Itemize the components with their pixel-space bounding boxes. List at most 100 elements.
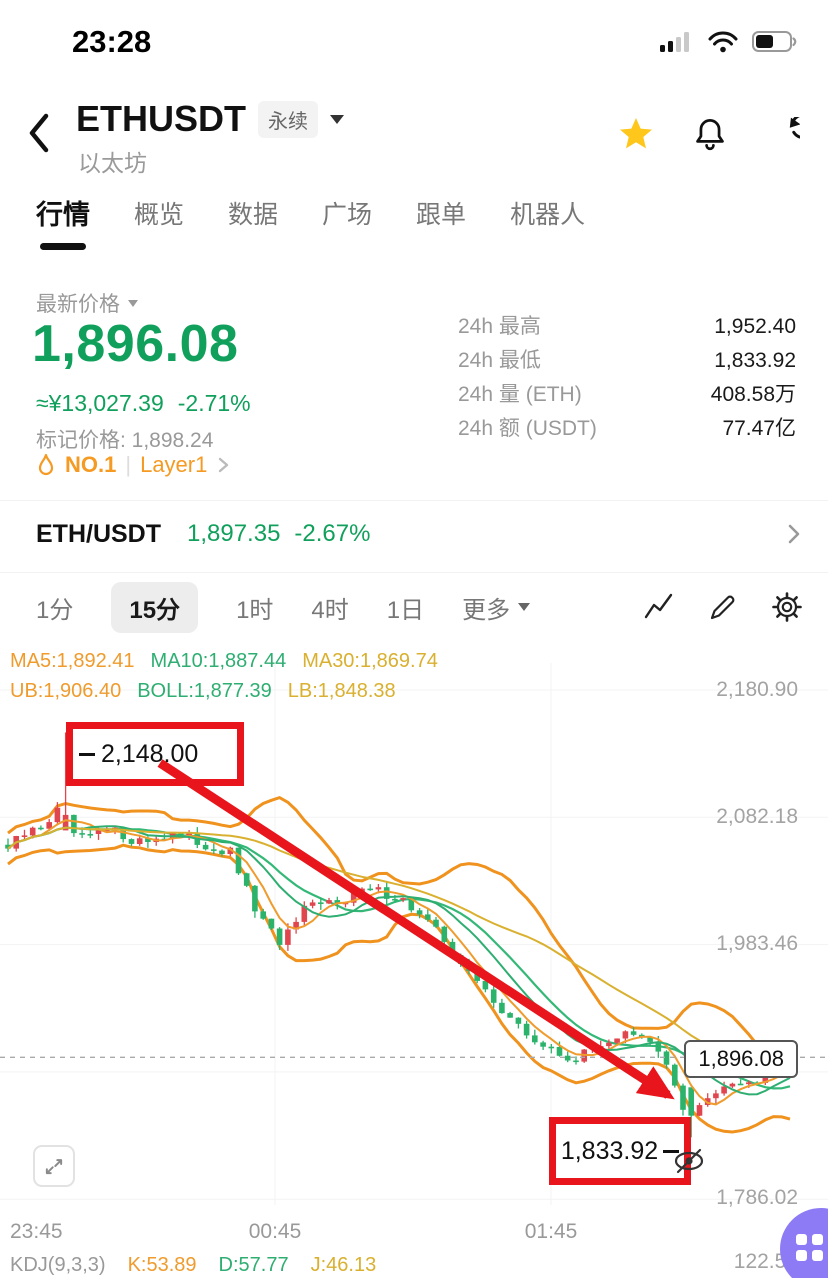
contract-type-badge[interactable]: 永续: [258, 100, 318, 138]
x-axis-label: 01:45: [524, 1220, 578, 1243]
stat-value: 1,952.40: [714, 315, 796, 338]
spot-pair-row[interactable]: ETH/USDT 1,897.35 -2.67%: [36, 508, 802, 560]
status-icons: [660, 30, 798, 53]
annotation-high-value: 2,148.00: [101, 739, 199, 768]
kdj-k-value: K:53.89: [127, 1254, 197, 1276]
spot-price: 1,897.35: [187, 520, 281, 547]
divider: [0, 500, 828, 501]
battery-icon: [752, 31, 797, 52]
latest-price-label: 最新价格: [36, 293, 120, 316]
boll-ub-value: UB:1,906.40: [10, 680, 122, 702]
stat-label: 24h 最低: [458, 349, 541, 372]
rank-badge: NO.1: [65, 452, 117, 477]
status-time: 23:28: [72, 24, 152, 59]
stat-value: 408.58万: [710, 383, 796, 406]
x-axis-label: 23:45: [10, 1220, 63, 1243]
kdj-label: KDJ(9,3,3): [10, 1254, 106, 1276]
flame-icon: [38, 453, 54, 475]
draw-pencil-icon[interactable]: [708, 592, 738, 622]
spot-pair: ETH/USDT: [36, 519, 161, 548]
floating-service-button[interactable]: [780, 1208, 828, 1278]
timeframe-more-label: 更多: [462, 596, 511, 624]
annotation-low-box: 1,833.92: [549, 1117, 691, 1185]
mark-price: 标记价格: 1,898.24: [36, 429, 214, 452]
stat-label: 24h 量 (ETH): [458, 383, 582, 406]
indicator-icon[interactable]: [644, 592, 674, 622]
back-button[interactable]: [26, 112, 56, 156]
current-price-tag: 1,896.08: [684, 1040, 798, 1078]
y-axis-label: 2,180.90: [716, 678, 798, 701]
header-actions: [618, 116, 800, 152]
rank-category-badge[interactable]: NO.1 | Layer1: [36, 452, 230, 478]
wifi-icon: [708, 31, 738, 53]
tab-square[interactable]: 广场: [322, 201, 373, 229]
kdj-j-value: J:46.13: [310, 1254, 377, 1276]
stat-row-volume: 24h 量 (ETH) 408.58万: [458, 382, 796, 407]
pointer-tick: [79, 752, 95, 756]
pointer-tick: [663, 1149, 680, 1153]
latest-price-dropdown[interactable]: 最新价格: [36, 288, 138, 318]
stat-value: 1,833.92: [714, 349, 796, 372]
symbol-subtitle: 以太坊: [78, 150, 147, 176]
ma30-value: MA30:1,869.74: [302, 650, 438, 672]
kdj-d-value: D:57.77: [218, 1254, 289, 1276]
timeframe-15m[interactable]: 15分: [111, 581, 199, 633]
chevron-right-icon: [219, 457, 229, 473]
stat-label: 24h 额 (USDT): [458, 417, 597, 440]
fiat-price-row: ≈¥13,027.39 -2.71%: [36, 390, 251, 417]
divider: [0, 572, 828, 573]
boll-lb-value: LB:1,848.38: [287, 680, 396, 702]
eye-off-icon: [674, 1148, 704, 1174]
notification-bell-icon[interactable]: [694, 117, 726, 151]
cellular-signal-icon: [660, 32, 689, 52]
settings-gear-icon[interactable]: [772, 592, 802, 622]
boll-indicator-values: UB:1,906.40 BOLL:1,877.39 LB:1,848.38: [10, 680, 396, 703]
timeframe-1d[interactable]: 1日: [386, 596, 425, 624]
stat-value: 77.47亿: [722, 417, 796, 440]
fiat-value: ≈¥13,027.39: [36, 390, 164, 416]
hide-annotation-button[interactable]: [672, 1146, 706, 1181]
stat-row-high: 24h 最高 1,952.40: [458, 314, 796, 339]
contract-dropdown-icon[interactable]: [330, 114, 344, 124]
ma10-value: MA10:1,887.44: [150, 650, 287, 672]
stats-24h: 24h 最高 1,952.40 24h 最低 1,833.92 24h 量 (E…: [458, 314, 796, 450]
price-change-24h: -2.71%: [177, 390, 251, 416]
refresh-share-icon[interactable]: [766, 117, 800, 151]
last-price: 1,896.08: [32, 315, 239, 373]
chart-tools: [644, 592, 802, 622]
nav-tabs: 行情 概览 数据 广场 跟单 机器人: [36, 198, 585, 250]
back-chevron-icon: [29, 113, 49, 153]
chevron-down-icon: [128, 299, 138, 307]
stat-label: 24h 最高: [458, 315, 541, 338]
timeframe-1h[interactable]: 1时: [236, 596, 274, 624]
symbol-title-row: ETHUSDT 永续: [76, 96, 344, 142]
stat-row-turnover: 24h 额 (USDT) 77.47亿: [458, 416, 796, 441]
y-axis-label: 2,082.18: [716, 805, 798, 828]
annotation-low-value: 1,833.92: [560, 1136, 659, 1165]
boll-mid-value: BOLL:1,877.39: [137, 680, 272, 702]
tab-market[interactable]: 行情: [36, 198, 90, 250]
timeframe-more[interactable]: 更多: [462, 590, 531, 625]
timeframe-4h[interactable]: 4时: [311, 596, 349, 624]
page-title: ETHUSDT: [76, 98, 246, 139]
y-axis-label: 1,786.02: [716, 1186, 798, 1209]
annotation-high-box: 2,148.00: [66, 722, 244, 786]
category-badge: Layer1: [140, 452, 208, 477]
ma5-value: MA5:1,892.41: [10, 650, 135, 672]
tab-overview[interactable]: 概览: [134, 201, 185, 229]
tab-bots[interactable]: 机器人: [510, 201, 586, 229]
ma-indicator-values: MA5:1,892.41 MA10:1,887.44 MA30:1,869.74: [10, 650, 438, 673]
fullscreen-button[interactable]: [33, 1145, 75, 1187]
chevron-down-icon: [518, 603, 531, 611]
tab-copy-trading[interactable]: 跟单: [416, 201, 467, 229]
kdj-indicator-row[interactable]: KDJ(9,3,3) K:53.89 D:57.77 J:46.13: [10, 1254, 376, 1277]
favorite-star-icon[interactable]: [618, 116, 654, 152]
x-axis-label: 00:45: [248, 1220, 302, 1243]
timeframe-1m[interactable]: 1分: [36, 596, 74, 624]
tab-data[interactable]: 数据: [228, 201, 279, 229]
expand-icon: [45, 1159, 63, 1175]
badge-divider: |: [125, 452, 132, 477]
stat-row-low: 24h 最低 1,833.92: [458, 348, 796, 373]
chevron-right-icon: [788, 524, 800, 544]
